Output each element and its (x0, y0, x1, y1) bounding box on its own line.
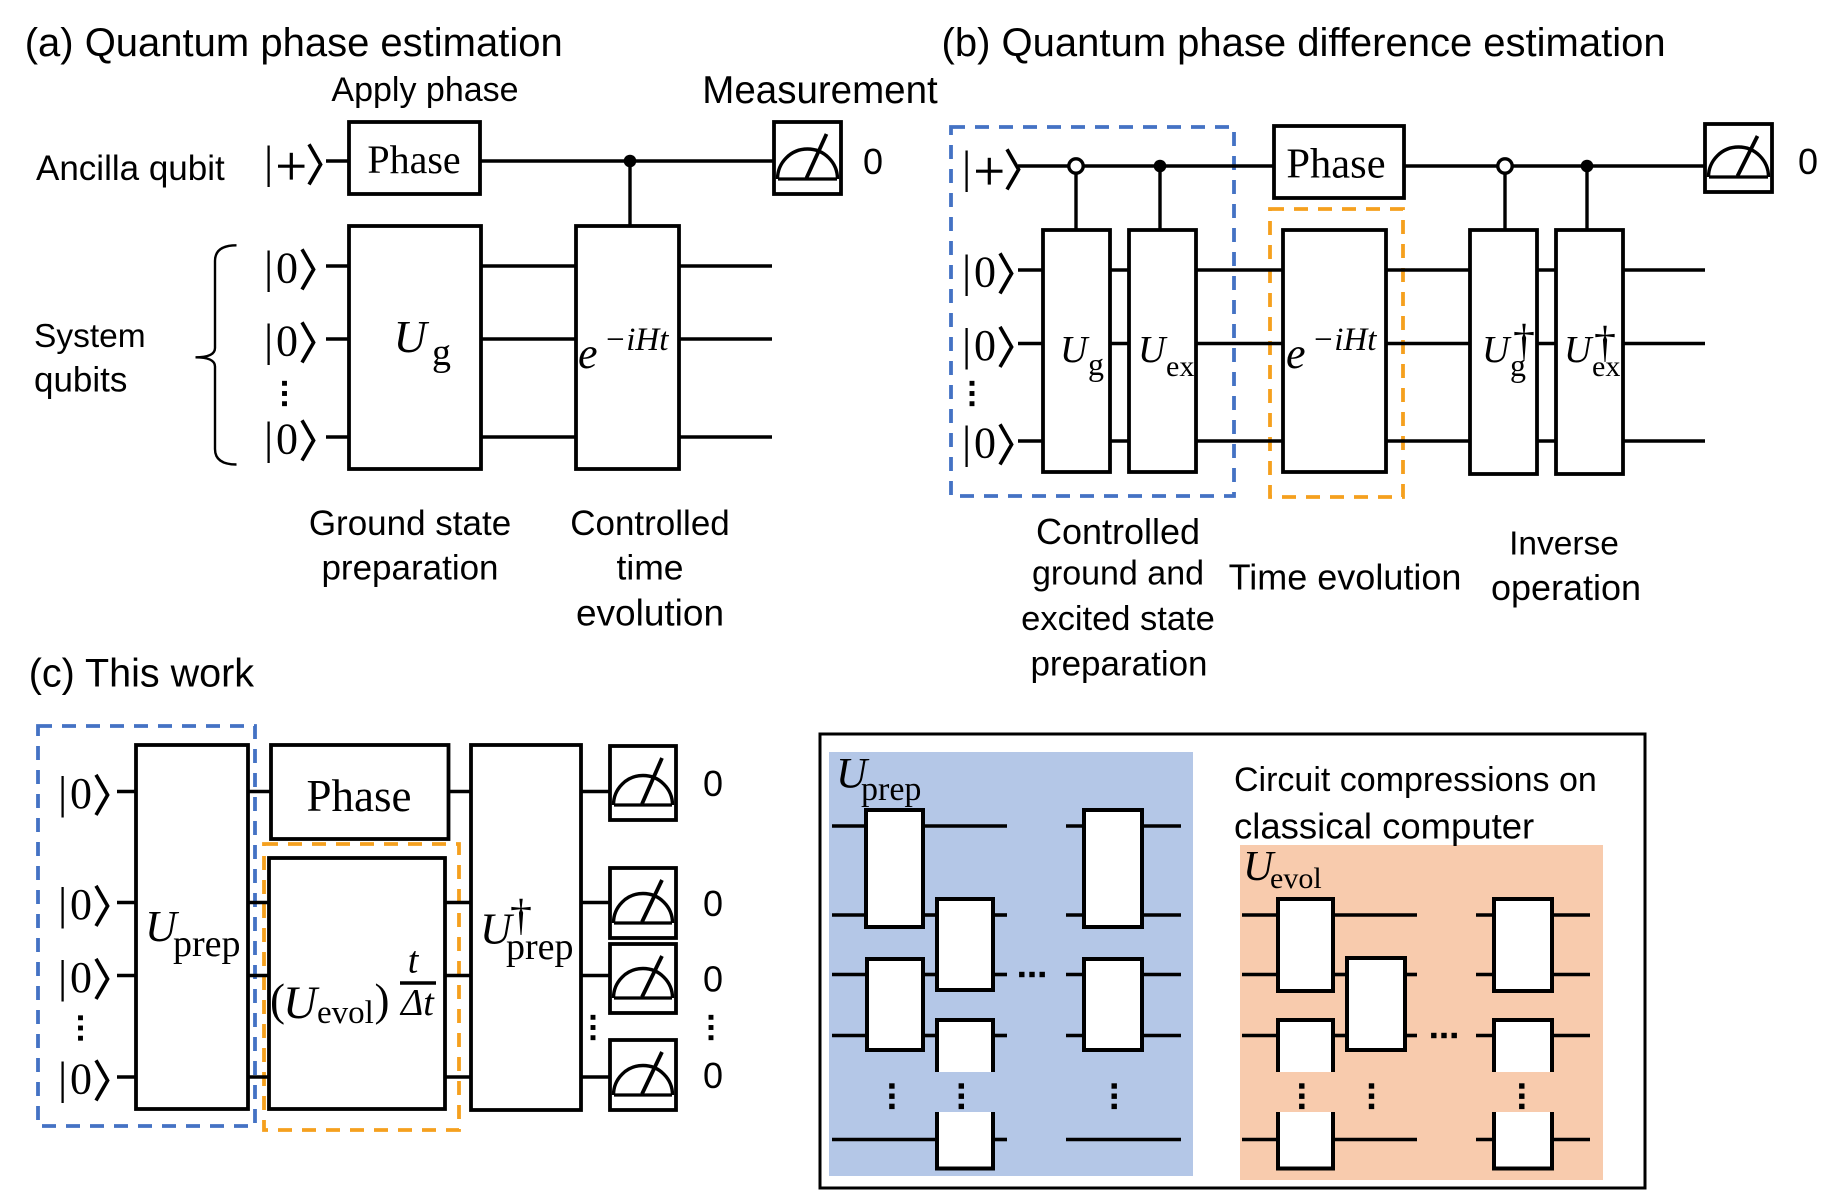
svg-text:(a) Quantum phase estimation: (a) Quantum phase estimation (25, 21, 563, 65)
svg-text:Circuit compressions on: Circuit compressions on (1234, 761, 1597, 799)
svg-text:|: | (962, 319, 971, 370)
svg-text:0: 0 (1798, 141, 1818, 182)
svg-text:|: | (962, 142, 971, 193)
svg-text:prep: prep (861, 771, 921, 808)
svg-text:Phase: Phase (367, 137, 460, 182)
svg-text:0: 0 (276, 317, 298, 366)
svg-text:−iHt: −iHt (1312, 322, 1377, 358)
svg-text:operation: operation (1491, 567, 1641, 608)
svg-text:|: | (264, 137, 273, 188)
svg-text:e: e (578, 329, 598, 378)
svg-text:g: g (432, 332, 451, 374)
svg-text:|: | (58, 767, 67, 818)
svg-text:g: g (1088, 346, 1104, 382)
svg-text:Apply phase: Apply phase (331, 71, 518, 109)
svg-text:System: System (34, 318, 146, 355)
svg-text:0: 0 (70, 953, 92, 1002)
svg-text:Measurement: Measurement (702, 69, 938, 112)
svg-text:prep: prep (173, 923, 241, 965)
svg-text:evol: evol (1270, 862, 1322, 895)
svg-text:ex: ex (1166, 350, 1194, 383)
svg-text:0: 0 (70, 769, 92, 818)
svg-text:qubits: qubits (34, 361, 127, 400)
svg-text:U: U (283, 977, 320, 1029)
svg-text:0: 0 (974, 419, 996, 468)
svg-text:preparation: preparation (321, 549, 498, 588)
svg-text:|: | (962, 417, 971, 468)
svg-text:prep: prep (506, 926, 574, 968)
svg-text:Controlled: Controlled (570, 504, 730, 543)
svg-text:evolution: evolution (576, 593, 724, 634)
svg-text:ex: ex (1592, 350, 1620, 383)
svg-text:0: 0 (703, 1055, 723, 1096)
svg-text:Ground state: Ground state (309, 504, 511, 543)
svg-text:†: † (1513, 316, 1535, 365)
svg-text:(c) This work: (c) This work (29, 652, 255, 696)
svg-text:Inverse: Inverse (1509, 526, 1619, 563)
svg-text:e: e (1286, 329, 1306, 378)
svg-text:U: U (1482, 329, 1512, 371)
svg-text:U: U (145, 902, 180, 951)
svg-text:|: | (264, 413, 273, 464)
svg-text:|: | (962, 246, 971, 297)
svg-text:t: t (408, 940, 420, 982)
svg-text:(b) Quantum phase difference e: (b) Quantum phase difference estimation (942, 21, 1666, 65)
svg-text:Δt: Δt (399, 982, 435, 1024)
svg-text:†: † (510, 891, 532, 940)
svg-text:|: | (58, 1053, 67, 1104)
svg-text:0: 0 (703, 883, 723, 924)
svg-text:(: ( (270, 975, 285, 1025)
svg-text:Phase: Phase (307, 771, 412, 821)
svg-text:Ancilla qubit: Ancilla qubit (36, 149, 225, 188)
svg-text:U: U (836, 751, 870, 798)
svg-text:0: 0 (974, 321, 996, 370)
svg-text:U: U (1243, 844, 1276, 890)
svg-text:†: † (1594, 318, 1616, 367)
svg-text:0: 0 (703, 959, 723, 1000)
svg-text:Phase: Phase (1286, 141, 1385, 188)
svg-text:−iHt: −iHt (604, 322, 669, 358)
svg-text:0: 0 (276, 244, 298, 293)
svg-text:U: U (394, 311, 430, 362)
svg-text:0: 0 (974, 248, 996, 297)
svg-text:classical computer: classical computer (1234, 806, 1534, 847)
svg-text:Controlled: Controlled (1036, 511, 1200, 552)
svg-text:time: time (616, 548, 683, 588)
svg-text:preparation: preparation (1030, 645, 1207, 684)
svg-text:): ) (375, 975, 390, 1025)
svg-text:ground and: ground and (1032, 555, 1204, 593)
svg-text:U: U (480, 905, 515, 954)
svg-text:|: | (58, 951, 67, 1002)
svg-text:evol: evol (317, 995, 374, 1031)
svg-text:|: | (58, 878, 67, 929)
svg-text:U: U (1564, 329, 1594, 371)
svg-text:excited state: excited state (1021, 600, 1215, 638)
svg-text:U: U (1060, 329, 1090, 371)
svg-text:|: | (264, 315, 273, 366)
svg-text:0: 0 (863, 141, 883, 182)
svg-text:0: 0 (70, 880, 92, 929)
svg-text:U: U (1138, 329, 1168, 371)
svg-text:0: 0 (70, 1055, 92, 1104)
svg-text:|: | (264, 242, 273, 293)
svg-text:g: g (1510, 347, 1526, 383)
svg-text:0: 0 (703, 763, 723, 804)
svg-text:Time evolution: Time evolution (1229, 557, 1462, 598)
svg-text:0: 0 (276, 415, 298, 464)
